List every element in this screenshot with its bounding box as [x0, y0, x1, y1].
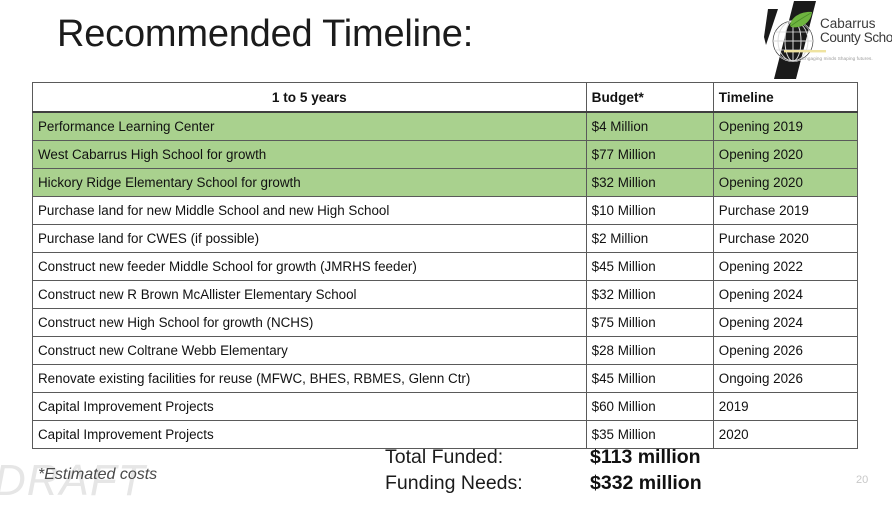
- globe-leaf-icon: [764, 1, 826, 79]
- column-header-description: 1 to 5 years: [32, 82, 587, 113]
- row-description: Construct new R Brown McAllister Element…: [32, 280, 587, 309]
- row-timeline: Purchase 2020: [712, 224, 859, 253]
- row-timeline: Opening 2019: [712, 111, 859, 141]
- row-description: Capital Improvement Projects: [32, 392, 587, 421]
- row-description: Purchase land for new Middle School and …: [32, 196, 587, 225]
- row-description: Renovate existing facilities for reuse (…: [32, 364, 587, 393]
- total-row: Funding Needs: $332 million: [385, 472, 702, 498]
- row-timeline: 2019: [712, 392, 859, 421]
- row-budget: $35 Million: [585, 420, 714, 449]
- row-description: West Cabarrus High School for growth: [32, 140, 587, 169]
- table-row: Capital Improvement Projects $60 Million 2…: [32, 392, 859, 421]
- row-budget: $60 Million: [585, 392, 714, 421]
- row-description: Capital Improvement Projects: [32, 420, 587, 449]
- logo-line-1: Cabarrus: [820, 16, 876, 31]
- total-row: Total Funded: $113 million: [385, 446, 702, 472]
- total-value: $332 million: [590, 472, 702, 494]
- row-description: Construct new feeder Middle School for g…: [32, 252, 587, 281]
- total-label: Funding Needs:: [385, 472, 523, 494]
- row-timeline: 2020: [712, 420, 859, 449]
- row-timeline: Opening 2026: [712, 336, 859, 365]
- row-timeline: Opening 2022: [712, 252, 859, 281]
- column-header-budget: Budget*: [585, 82, 714, 113]
- row-budget: $10 Million: [585, 196, 714, 225]
- table-row: Hickory Ridge Elementary School for grow…: [32, 168, 859, 197]
- row-timeline: Opening 2024: [712, 280, 859, 309]
- draft-watermark: DRAFT: [0, 456, 146, 505]
- slide-page-number: 20: [856, 474, 869, 486]
- table-row: Construct new High School for growth (NC…: [32, 308, 859, 337]
- row-timeline: Opening 2020: [712, 168, 859, 197]
- row-budget: $4 Million: [585, 111, 714, 141]
- row-budget: $45 Million: [585, 252, 714, 281]
- row-description: Hickory Ridge Elementary School for grow…: [32, 168, 587, 197]
- table-row: Purchase land for new Middle School and …: [32, 196, 859, 225]
- logo-tagline: Engaging minds Shaping futures.: [802, 56, 873, 61]
- row-timeline: Purchase 2019: [712, 196, 859, 225]
- totals-summary: Total Funded: $113 million Funding Needs: $…: [385, 446, 702, 498]
- total-label: Total Funded:: [385, 446, 504, 468]
- row-timeline: Opening 2024: [712, 308, 859, 337]
- logo-line-2: County Schools: [820, 30, 892, 46]
- row-description: Performance Learning Center: [32, 111, 587, 141]
- table-row: Construct new R Brown McAllister Element…: [32, 280, 859, 309]
- page-title: Recommended Timeline:: [57, 13, 474, 55]
- column-header-timeline: Timeline: [712, 82, 859, 113]
- row-budget: $32 Million: [585, 280, 714, 309]
- row-budget: $45 Million: [585, 364, 714, 393]
- row-budget: $75 Million: [585, 308, 714, 337]
- table-row: Performance Learning Center $4 Million Ope…: [32, 111, 859, 141]
- row-timeline: Opening 2020: [712, 140, 859, 169]
- row-description: Construct new High School for growth (NC…: [32, 308, 587, 337]
- table-body: Performance Learning Center $4 Million Ope…: [32, 111, 859, 449]
- row-budget: $77 Million: [585, 140, 714, 169]
- row-budget: $32 Million: [585, 168, 714, 197]
- row-timeline: Ongoing 2026: [712, 364, 859, 393]
- cabarrus-county-schools-logo: Cabarrus County Schools Engaging minds S…: [762, 1, 892, 81]
- logo-wordmark: Cabarrus County Schools: [820, 16, 892, 46]
- recommended-timeline-table: 1 to 5 years Budget* Timeline Performanc…: [32, 82, 859, 449]
- total-value: $113 million: [590, 446, 701, 468]
- row-budget: $2 Million: [585, 224, 714, 253]
- table-row: Construct new feeder Middle School for g…: [32, 252, 859, 281]
- table-row: West Cabarrus High School for growth $77 …: [32, 140, 859, 169]
- table-row: Purchase land for CWES (if possible) $2 M…: [32, 224, 859, 253]
- table-row: Construct new Coltrane Webb Elementary $2…: [32, 336, 859, 365]
- table-row: Capital Improvement Projects $35 Million 2…: [32, 420, 859, 449]
- table-row: Renovate existing facilities for reuse (…: [32, 364, 859, 393]
- row-budget: $28 Million: [585, 336, 714, 365]
- table-header-row: 1 to 5 years Budget* Timeline: [32, 82, 859, 113]
- estimated-costs-footnote: *Estimated costs: [38, 466, 158, 483]
- row-description: Construct new Coltrane Webb Elementary: [32, 336, 587, 365]
- row-description: Purchase land for CWES (if possible): [32, 224, 587, 253]
